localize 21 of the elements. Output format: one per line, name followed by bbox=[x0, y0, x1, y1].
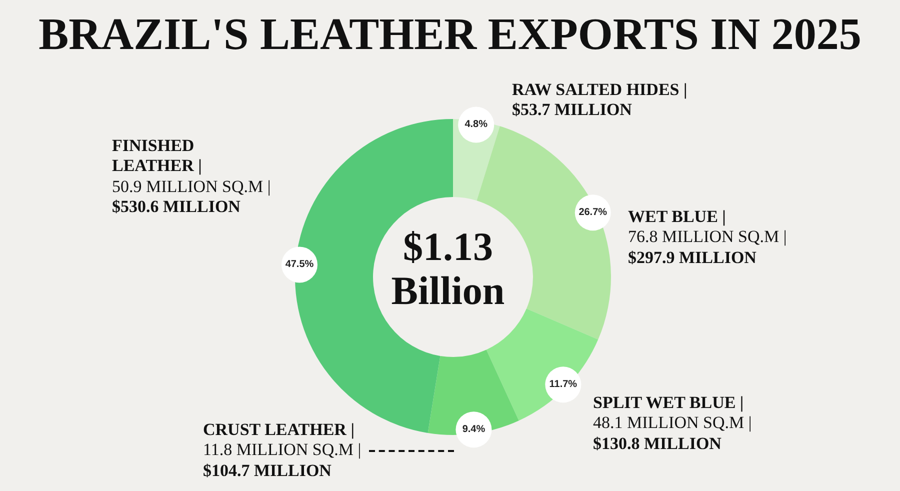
text: $530.6 MILLION bbox=[112, 197, 240, 216]
data-label: 9.4% bbox=[462, 424, 486, 436]
text: 50.9 MILLION SQ.M | bbox=[112, 176, 271, 196]
text: $53.7 MILLION bbox=[512, 100, 632, 120]
text: 11.8 MILLION SQ.M | bbox=[203, 440, 362, 460]
text: $104.7 MILLION bbox=[203, 460, 332, 480]
text: 76.8 MILLION SQ.M | bbox=[628, 227, 787, 246]
text: $297.9 MILLION bbox=[628, 248, 756, 267]
data-label: 11.7% bbox=[549, 379, 578, 390]
slice-label: SPLIT WET BLUE | bbox=[593, 393, 745, 414]
data-label: 4.8% bbox=[464, 119, 488, 130]
data-label: 26.7% bbox=[578, 207, 608, 218]
text: 48.1 MILLION SQ.M | bbox=[593, 413, 752, 432]
slice-label: CRUST LEATHER | bbox=[203, 420, 356, 440]
chart-title: BRAZIL'S LEATHER EXPORTS IN 2025 bbox=[38, 8, 862, 60]
text: $130.8 MILLION bbox=[593, 434, 722, 453]
slice-label: FINISHED LEATHER | bbox=[112, 136, 203, 177]
slice-label: RAW SALTED HIDES | bbox=[512, 80, 688, 100]
slice-label: WET BLUE | bbox=[628, 207, 727, 228]
text: $1.13 Billion bbox=[390, 224, 506, 313]
data-label: 47.5% bbox=[285, 259, 314, 270]
